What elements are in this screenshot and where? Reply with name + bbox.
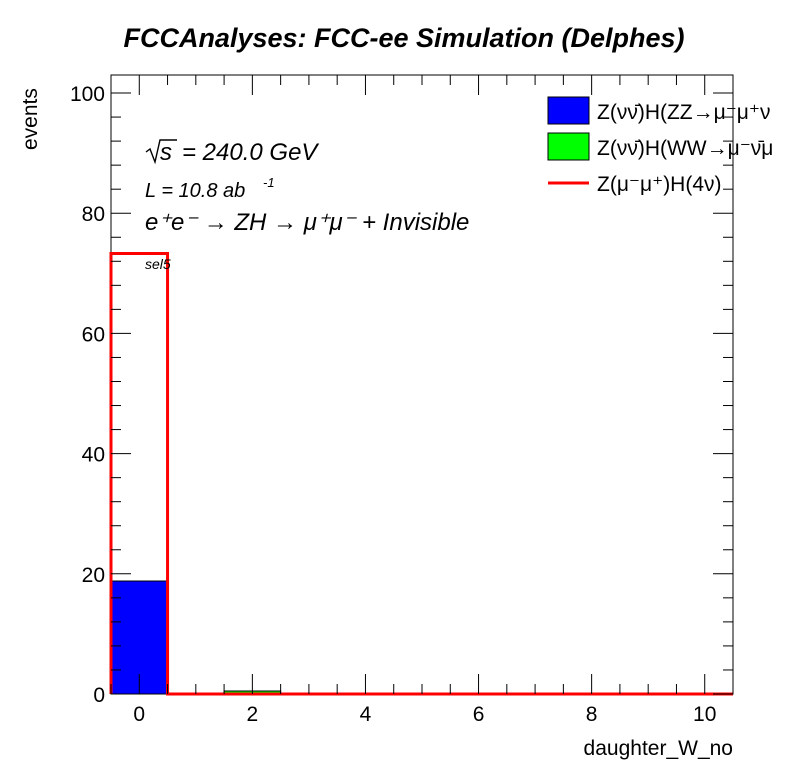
legend-label-0: Z(νν̄)H(ZZ→μ⁻μ⁺ν bbox=[597, 101, 771, 124]
histogram-bars bbox=[110, 580, 282, 695]
legend: Z(νν̄)H(ZZ→μ⁻μ⁺ν Z(νν̄)H(WW→μ⁻ν̄μ Z(μ⁻μ⁺)H… bbox=[547, 96, 773, 196]
legend-swatch-0 bbox=[547, 96, 590, 125]
plot-frame bbox=[110, 74, 734, 695]
legend-swatch-1 bbox=[547, 132, 590, 161]
x-tick-label: 2 bbox=[247, 703, 259, 726]
sqrt-symbol bbox=[145, 139, 177, 165]
y-tick-label: 40 bbox=[82, 444, 105, 467]
y-tick-label: 80 bbox=[82, 203, 105, 226]
y-axis-label: events bbox=[19, 88, 42, 150]
process-annotation: e⁺e⁻ → ZH → μ⁺μ⁻ + Invisible bbox=[145, 209, 469, 236]
x-axis: 0 2 4 6 8 10 bbox=[110, 75, 734, 726]
x-tick-label: 6 bbox=[473, 703, 485, 726]
x-tick-label: 10 bbox=[693, 703, 716, 726]
plot-title: FCCAnalyses: FCC-ee Simulation (Delphes) bbox=[123, 23, 684, 53]
svg-text:s: s bbox=[160, 139, 172, 166]
annotation-block: s = 240.0 GeV L = 10.8 ab -1 e⁺e⁻ → ZH →… bbox=[145, 139, 469, 272]
sqrt-s-value: = 240.0 GeV bbox=[182, 139, 319, 166]
x-axis-label: daughter_W_no bbox=[584, 737, 733, 760]
legend-label-2: Z(μ⁻μ⁺)H(4ν) bbox=[597, 173, 722, 196]
luminosity-annotation: L = 10.8 ab -1 bbox=[145, 175, 275, 202]
y-tick-label: 0 bbox=[93, 684, 105, 707]
lumi-exponent: -1 bbox=[263, 175, 275, 190]
x-tick-label: 0 bbox=[133, 703, 145, 726]
x-tick-label: 8 bbox=[586, 703, 598, 726]
x-tick-label: 4 bbox=[360, 703, 372, 726]
y-tick-label: 60 bbox=[82, 323, 105, 346]
sqrt-s-annotation: s = 240.0 GeV bbox=[145, 139, 319, 166]
lumi-value: L = 10.8 ab bbox=[145, 180, 245, 202]
histogram-lines bbox=[109, 251, 733, 696]
legend-label-1: Z(νν̄)H(WW→μ⁻ν̄μ bbox=[597, 137, 773, 160]
selection-annotation: sel5 bbox=[145, 256, 171, 272]
line-series-0 bbox=[109, 251, 733, 696]
y-tick-label: 100 bbox=[70, 83, 105, 106]
y-tick-label: 20 bbox=[82, 564, 105, 587]
y-axis: 0 20 40 60 80 100 bbox=[70, 83, 733, 707]
